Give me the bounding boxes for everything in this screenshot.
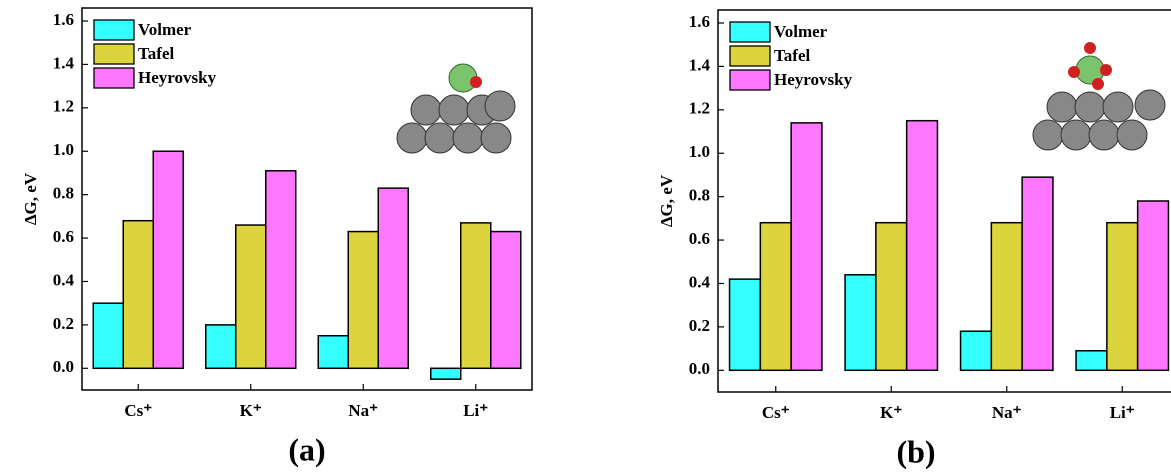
legend-swatch	[730, 70, 770, 90]
y-tick-label: 0.0	[53, 357, 74, 376]
bar	[266, 171, 296, 369]
bar	[318, 336, 348, 369]
bar	[378, 188, 408, 368]
bar	[236, 225, 266, 368]
y-axis-label: ΔG, eV	[21, 172, 40, 225]
y-tick-label: 1.6	[53, 10, 74, 29]
y-tick-label: 1.0	[689, 142, 710, 161]
y-tick-label: 0.2	[689, 316, 710, 335]
bar	[991, 223, 1022, 371]
bar	[206, 325, 236, 368]
bar	[1076, 351, 1107, 371]
bar	[876, 223, 907, 371]
legend-label: Heyrovsky	[138, 68, 217, 87]
figure: 0.0 0.2 0.4 0.6 0.8 1.0 1.2 1.4 1.6 Cs⁺ K⁺ Na⁺ Li⁺ ΔG…	[0, 0, 1171, 474]
y-tick-label: 0.4	[689, 272, 711, 291]
bar	[93, 303, 123, 368]
y-tick-label: 0.0	[689, 359, 710, 378]
legend-label: Heyrovsky	[774, 70, 853, 89]
y-tick-label: 1.4	[53, 53, 75, 72]
y-tick-label: 0.6	[53, 227, 74, 246]
x-tick-label: Cs⁺	[124, 401, 152, 420]
y-axis-label: ΔG, eV	[657, 174, 676, 227]
x-tick-label: Cs⁺	[762, 403, 790, 422]
x-tick-label: K⁺	[880, 403, 902, 422]
y-tick-label: 0.2	[53, 314, 74, 333]
bar	[153, 151, 183, 368]
panel-label: (a)	[288, 431, 325, 467]
bar	[461, 223, 491, 368]
legend-swatch	[94, 44, 134, 64]
x-tick-label: Na⁺	[992, 403, 1022, 422]
bar	[123, 221, 153, 369]
x-tick-label: K⁺	[240, 401, 262, 420]
bar	[791, 123, 822, 370]
bar	[1138, 201, 1169, 370]
y-tick-label: 1.0	[53, 140, 74, 159]
x-tick-label: Na⁺	[348, 401, 378, 420]
bar	[760, 223, 791, 371]
bar	[491, 232, 521, 369]
bar	[907, 121, 938, 371]
legend-label: Volmer	[138, 20, 192, 39]
y-tick-label: 1.2	[689, 99, 710, 118]
y-tick-label: 0.8	[689, 186, 710, 205]
y-tick-label: 0.6	[689, 229, 710, 248]
y-tick-label: 1.2	[53, 97, 74, 116]
y-tick-label: 0.8	[53, 184, 74, 203]
legend-label: Tafel	[138, 44, 174, 63]
x-tick-label: Li⁺	[463, 401, 488, 420]
legend-swatch	[730, 46, 770, 66]
legend-swatch	[94, 20, 134, 40]
panel-label: (b)	[896, 433, 935, 469]
bar	[1107, 223, 1138, 371]
legend-label: Volmer	[774, 22, 828, 41]
legend-label: Tafel	[774, 46, 810, 65]
bar	[1022, 177, 1053, 370]
x-tick-label: Li⁺	[1110, 403, 1135, 422]
bar	[431, 368, 461, 379]
legend-swatch	[730, 22, 770, 42]
legend-swatch	[94, 68, 134, 88]
y-tick-label: 1.6	[689, 12, 710, 31]
y-tick-label: 0.4	[53, 270, 75, 289]
bar	[961, 331, 992, 370]
bar	[730, 279, 761, 370]
bar	[845, 275, 876, 371]
bar	[348, 232, 378, 369]
y-tick-label: 1.4	[689, 55, 711, 74]
